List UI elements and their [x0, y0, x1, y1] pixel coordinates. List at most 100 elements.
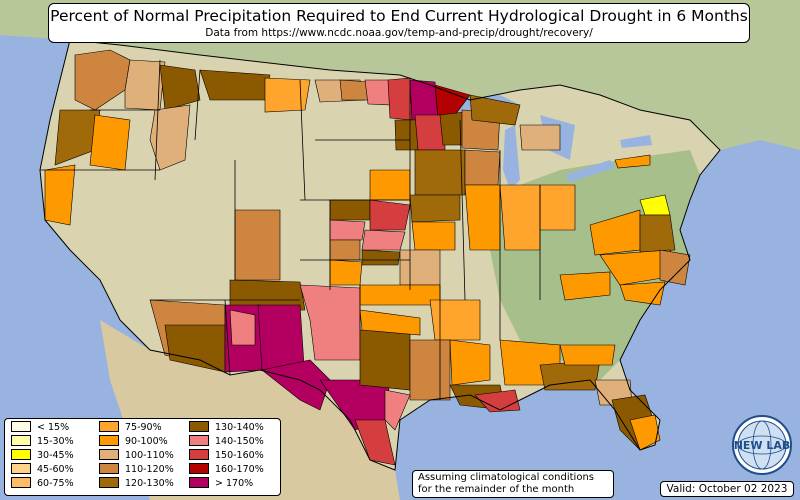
region-ok	[359, 284, 441, 306]
legend-item: 140-150%	[189, 435, 264, 448]
region-ny-west	[614, 154, 651, 169]
state-borders	[40, 59, 541, 400]
region-mo-north	[409, 194, 461, 223]
region-nm-north	[229, 279, 306, 313]
legend-swatch	[99, 463, 119, 474]
legend-item: 130-140%	[189, 421, 264, 434]
legend-item: 30-45%	[11, 449, 74, 462]
legend-label: 75-90%	[125, 422, 162, 433]
legend-swatch	[11, 449, 31, 460]
legend-label: 15-30%	[37, 436, 74, 447]
region-id-central	[149, 104, 191, 171]
region-ks-central	[329, 239, 361, 261]
region-tx-panhandle	[299, 284, 361, 361]
legend-item: 150-160%	[189, 449, 264, 462]
legend-item: 90-100%	[99, 435, 168, 448]
region-or-central	[89, 114, 131, 171]
region-nc-east	[659, 249, 691, 286]
legend-item: 75-90%	[99, 421, 162, 434]
legend-label: 90-100%	[125, 436, 168, 447]
region-ks-ne	[361, 229, 406, 251]
region-ga	[559, 344, 616, 366]
legend-label: 110-120%	[125, 464, 174, 475]
legend-item: 45-60%	[11, 463, 74, 476]
legend-swatch	[99, 477, 119, 488]
legend-label: 30-45%	[37, 450, 74, 461]
region-mi-lower	[519, 124, 561, 151]
region-ne-east	[369, 169, 411, 201]
legend-swatch	[99, 421, 119, 432]
legend-swatch	[99, 435, 119, 446]
legend-swatch	[189, 449, 209, 460]
legend-label: 45-60%	[37, 464, 74, 475]
region-co-west	[234, 209, 281, 281]
lake-ontario	[620, 135, 652, 148]
region-in	[499, 184, 541, 251]
region-mt-east	[264, 77, 311, 113]
legend-label: 60-75%	[37, 478, 74, 489]
legend-swatch	[189, 477, 209, 488]
legend-label: 120-130%	[125, 478, 174, 489]
lake-erie	[565, 160, 615, 182]
region-ok-south	[359, 309, 421, 336]
legend-label: 140-150%	[215, 436, 264, 447]
logo-text: NEW LAB	[734, 439, 791, 452]
legend-swatch	[189, 421, 209, 432]
region-tx-east	[359, 329, 411, 391]
legend-item: 60-75%	[11, 477, 74, 490]
region-oh	[539, 184, 576, 231]
legend-item: 110-120%	[99, 463, 174, 476]
legend-swatch	[11, 463, 31, 474]
region-ia-south	[414, 149, 466, 196]
map-title-box: Percent of Normal Precipitation Required…	[48, 3, 750, 43]
legend-swatch	[99, 449, 119, 460]
region-tn	[559, 271, 611, 301]
region-fl-orange	[629, 414, 661, 451]
legend-swatch	[11, 421, 31, 432]
legend-swatch	[189, 463, 209, 474]
region-ne-central	[329, 199, 371, 221]
region-ms	[449, 339, 491, 386]
note-line-1: Assuming climatological conditions	[418, 472, 594, 483]
region-id-north	[159, 64, 201, 111]
lake-michigan	[503, 125, 520, 190]
region-ne-se	[369, 199, 411, 231]
legend-label: > 170%	[215, 478, 254, 489]
legend-label: 160-170%	[215, 464, 264, 475]
region-il-north	[464, 149, 501, 186]
region-tx-gulf	[384, 389, 411, 431]
legend: < 15% 15-30% 30-45% 45-60% 60-75% 75-90%…	[4, 418, 281, 496]
legend-label: 150-160%	[215, 450, 264, 461]
legend-item: 120-130%	[99, 477, 174, 490]
region-ar	[429, 299, 481, 341]
legend-item: < 15%	[11, 421, 70, 434]
region-ca-north	[44, 164, 76, 226]
region-wa-east	[124, 59, 166, 111]
region-mo-central	[411, 221, 456, 251]
region-ia-east	[439, 111, 466, 146]
region-la-delta	[474, 389, 521, 413]
map-title: Percent of Normal Precipitation Required…	[50, 7, 748, 25]
region-mn-central	[387, 77, 413, 121]
legend-label: 100-110%	[125, 450, 174, 461]
legend-item: 160-170%	[189, 463, 264, 476]
region-ks-north	[329, 219, 366, 241]
valid-date: Valid: October 02 2023	[660, 481, 794, 497]
legend-label: 130-140%	[215, 422, 264, 433]
legend-swatch	[189, 435, 209, 446]
us-outline	[39, 39, 721, 471]
note-line-2: for the remainder of the month	[418, 484, 575, 495]
region-ks-south	[329, 259, 363, 286]
border-lines	[40, 59, 541, 400]
drought-regions	[44, 49, 691, 466]
region-il-south	[464, 184, 501, 251]
globe-logo-icon: NEW LAB	[732, 415, 792, 475]
legend-item: > 170%	[189, 477, 254, 490]
region-mi-up	[469, 94, 521, 126]
legend-label: < 15%	[37, 422, 70, 433]
legend-item: 100-110%	[99, 449, 174, 462]
assumption-note: Assuming climatological conditions for t…	[412, 470, 614, 498]
region-mt-north	[199, 69, 271, 101]
region-az-pink	[229, 309, 256, 346]
